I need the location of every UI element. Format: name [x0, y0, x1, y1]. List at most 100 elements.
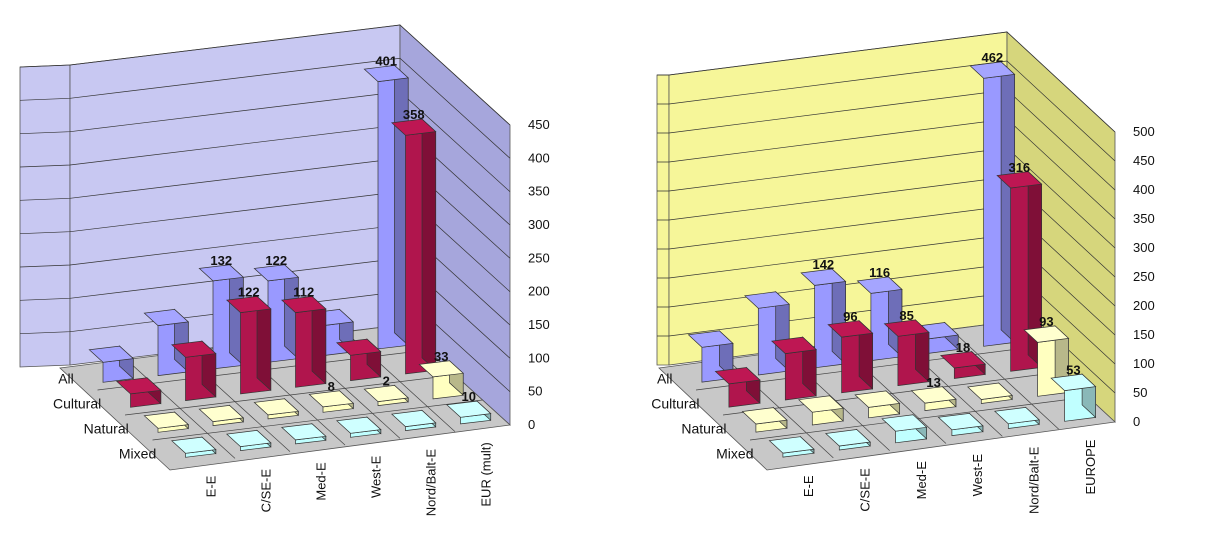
bar-all-5	[363, 64, 409, 350]
bar-natural-3	[308, 390, 355, 413]
gridline	[657, 60, 1116, 162]
y-tick-label: 400	[528, 150, 550, 165]
bar-natural-2	[854, 390, 901, 419]
data-label: 132	[210, 253, 232, 268]
data-label: 8	[328, 379, 335, 394]
series-label: Cultural	[53, 396, 101, 412]
y-tick-label: 100	[1133, 356, 1155, 371]
floor-gridline	[749, 396, 1089, 441]
data-label: 358	[403, 107, 425, 122]
gridline	[19, 124, 511, 226]
bar-natural-3	[910, 385, 957, 411]
y-tick-label: 200	[528, 284, 550, 299]
gridline	[657, 118, 1116, 220]
bar-mixed-0	[768, 435, 815, 458]
bar-mixed-1	[825, 428, 871, 451]
y-tick-label: 50	[528, 384, 542, 399]
gridline	[657, 89, 1116, 191]
floor-gridline	[124, 374, 456, 416]
series-label: All	[58, 371, 74, 387]
gridline	[657, 147, 1116, 249]
gridline	[19, 57, 511, 159]
y-tick-label: 350	[528, 184, 550, 199]
series-label: Mixed	[119, 446, 156, 462]
gridline	[19, 224, 511, 326]
bar-mixed-4	[994, 406, 1040, 429]
y-tick-label: 0	[528, 417, 535, 432]
bar-natural-1	[798, 394, 844, 426]
bar-cultural-0	[714, 366, 761, 408]
category-label: Med-E	[914, 461, 929, 500]
y-tick-label: 500	[1133, 124, 1155, 139]
bar-natural-4	[967, 382, 1013, 404]
data-label: 53	[1066, 362, 1080, 377]
data-label: 13	[926, 375, 940, 390]
category-label: E-E	[801, 475, 816, 497]
bar-cultural-2	[827, 319, 874, 394]
back-wall-left	[19, 64, 71, 368]
y-tick-label: 200	[1133, 298, 1155, 313]
y-tick-label: 250	[1133, 269, 1155, 284]
y-tick-label: 250	[528, 250, 550, 265]
bar-all-0	[88, 345, 135, 383]
data-label: 18	[956, 340, 970, 355]
bar-cultural-5	[996, 170, 1043, 372]
category-label: C/SE-E	[259, 469, 274, 513]
y-tick-label: 0	[1133, 414, 1140, 429]
gridline	[657, 31, 1116, 133]
bar-cultural-1	[771, 336, 817, 401]
data-label: 112	[293, 285, 314, 300]
category-label: West-E	[970, 454, 985, 497]
y-tick-label: 350	[1133, 211, 1155, 226]
gridline	[19, 191, 511, 292]
series-label: Natural	[681, 421, 726, 437]
bar-cultural-3	[883, 319, 930, 386]
y-tick-label: 300	[1133, 240, 1155, 255]
y-tick-label: 100	[528, 350, 550, 365]
y-tick-label: 450	[528, 117, 550, 132]
bar-natural-4	[363, 384, 409, 406]
category-label: EUROPE	[1083, 439, 1098, 494]
series-label: Cultural	[651, 396, 699, 412]
y-tick-label: 450	[1133, 153, 1155, 168]
bar-mixed-5	[1050, 373, 1097, 422]
floor-gridline	[152, 399, 483, 441]
bar-cultural-0	[115, 377, 162, 408]
data-label: 85	[899, 308, 913, 323]
bar-natural-2	[253, 398, 300, 420]
series-label: Natural	[84, 421, 129, 437]
chart-right: 0 50 100 150 200 250 300 350 400 450 500 142 116 462 9…	[651, 31, 1155, 514]
data-label: 33	[434, 349, 448, 364]
bar-cultural-5	[391, 118, 437, 375]
y-tick-label: 300	[528, 217, 550, 232]
data-label: 116	[869, 265, 890, 280]
category-label: C/SE-E	[858, 468, 873, 512]
category-label: Nord/Balt-E	[424, 449, 439, 517]
bar-mixed-5	[446, 400, 492, 425]
data-label: 122	[265, 253, 287, 268]
bar-all-1	[744, 290, 790, 376]
data-label: 122	[238, 285, 260, 300]
bar-all-3	[253, 264, 300, 363]
bar-natural-5	[418, 360, 465, 400]
chart-left: 0 50 100 150 200 250 300 350 400 450 132 122 401 122 1…	[19, 24, 550, 517]
gridline	[19, 157, 511, 259]
gridline	[657, 176, 1116, 278]
data-label: 316	[1008, 160, 1030, 175]
bar-cultural-3	[281, 295, 327, 388]
data-label: 2	[383, 374, 390, 389]
data-label: 401	[375, 54, 397, 69]
data-label: 93	[1039, 314, 1053, 329]
y-tick-label: 50	[1133, 385, 1147, 400]
category-label: West-E	[369, 455, 384, 498]
bar-natural-0	[741, 406, 788, 433]
series-label: Mixed	[716, 446, 753, 462]
bar-mixed-2	[280, 423, 327, 445]
data-label: 142	[812, 257, 834, 272]
bar-mixed-3	[336, 416, 382, 438]
category-label: E-E	[204, 475, 219, 497]
floor-gridline	[722, 371, 1062, 416]
bar-mixed-2	[881, 413, 928, 444]
y-tick-label: 150	[1133, 327, 1155, 342]
category-label: Nord/Balt-E	[1027, 446, 1042, 514]
